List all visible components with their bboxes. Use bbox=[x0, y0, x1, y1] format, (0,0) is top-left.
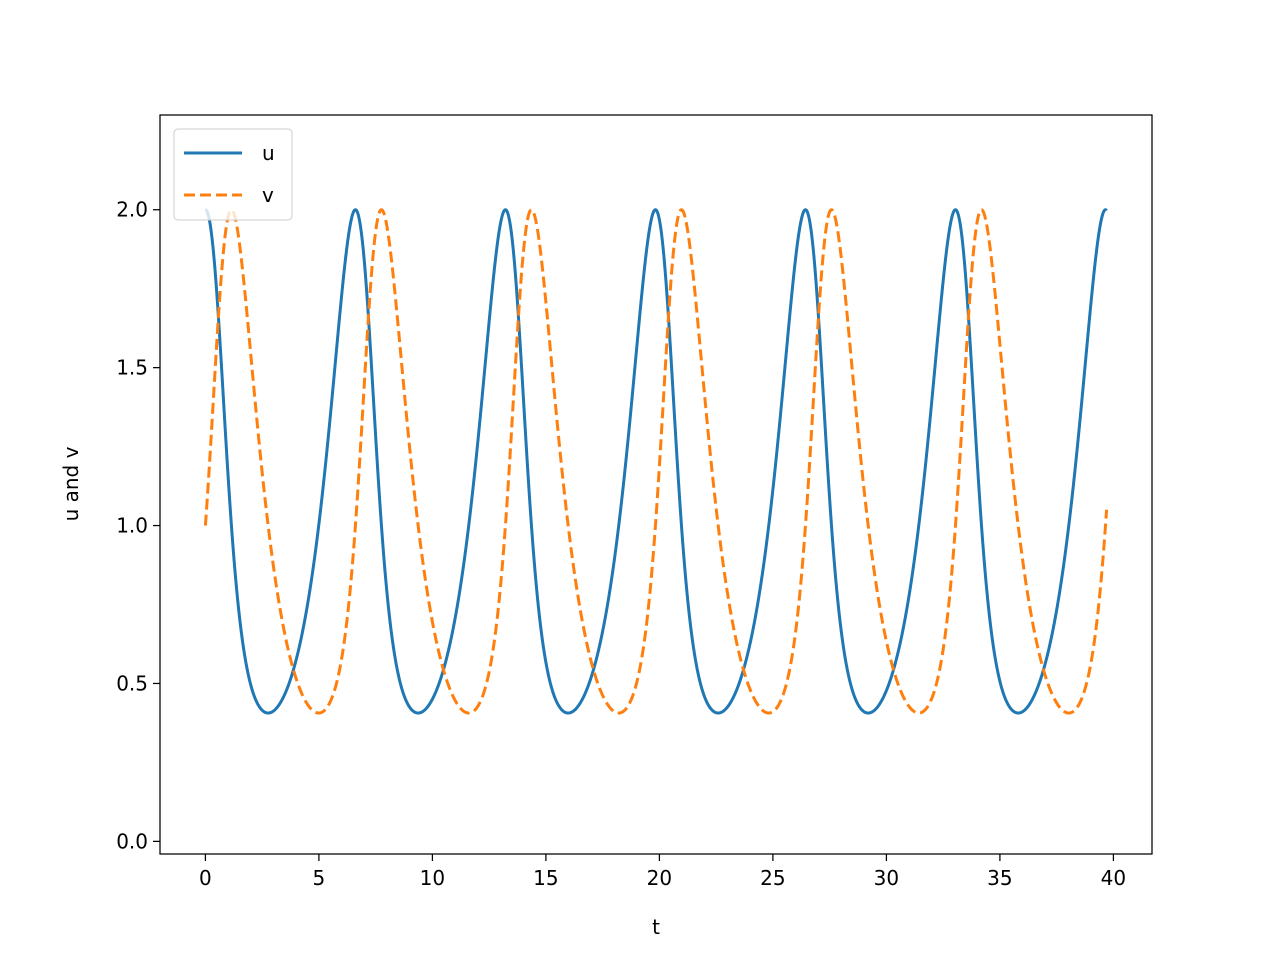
series-layer bbox=[203, 208, 1109, 715]
x-tick-label: 30 bbox=[874, 866, 899, 890]
plot-area bbox=[160, 115, 1152, 854]
y-axis-label: u and v bbox=[59, 446, 83, 521]
legend-label-u: u bbox=[262, 141, 275, 165]
x-tick-label: 25 bbox=[760, 866, 785, 890]
x-axis-label: t bbox=[652, 915, 660, 939]
x-tick-label: 0 bbox=[199, 866, 212, 890]
y-tick-label: 0.0 bbox=[116, 829, 148, 853]
x-tick-label: 35 bbox=[987, 866, 1012, 890]
y-tick-label: 1.5 bbox=[116, 356, 148, 380]
x-tick-label: 15 bbox=[533, 866, 558, 890]
series-line-v bbox=[203, 208, 1109, 715]
x-axis: 0 5 10 15 20 25 30 35 40 bbox=[199, 854, 1126, 890]
plot-frame bbox=[159, 114, 1153, 855]
x-tick-label: 5 bbox=[313, 866, 326, 890]
series-line-u bbox=[204, 208, 1108, 715]
y-tick-label: 1.0 bbox=[116, 514, 148, 538]
y-axis: 0.0 0.5 1.0 1.5 2.0 bbox=[116, 198, 160, 853]
legend-label-v: v bbox=[262, 183, 274, 207]
legend: uv bbox=[173, 128, 293, 221]
x-tick-label: 20 bbox=[647, 866, 672, 890]
x-tick-label: 10 bbox=[420, 866, 445, 890]
y-tick-label: 0.5 bbox=[116, 671, 148, 695]
x-tick-label: 40 bbox=[1101, 866, 1126, 890]
y-tick-label: 2.0 bbox=[116, 198, 148, 222]
